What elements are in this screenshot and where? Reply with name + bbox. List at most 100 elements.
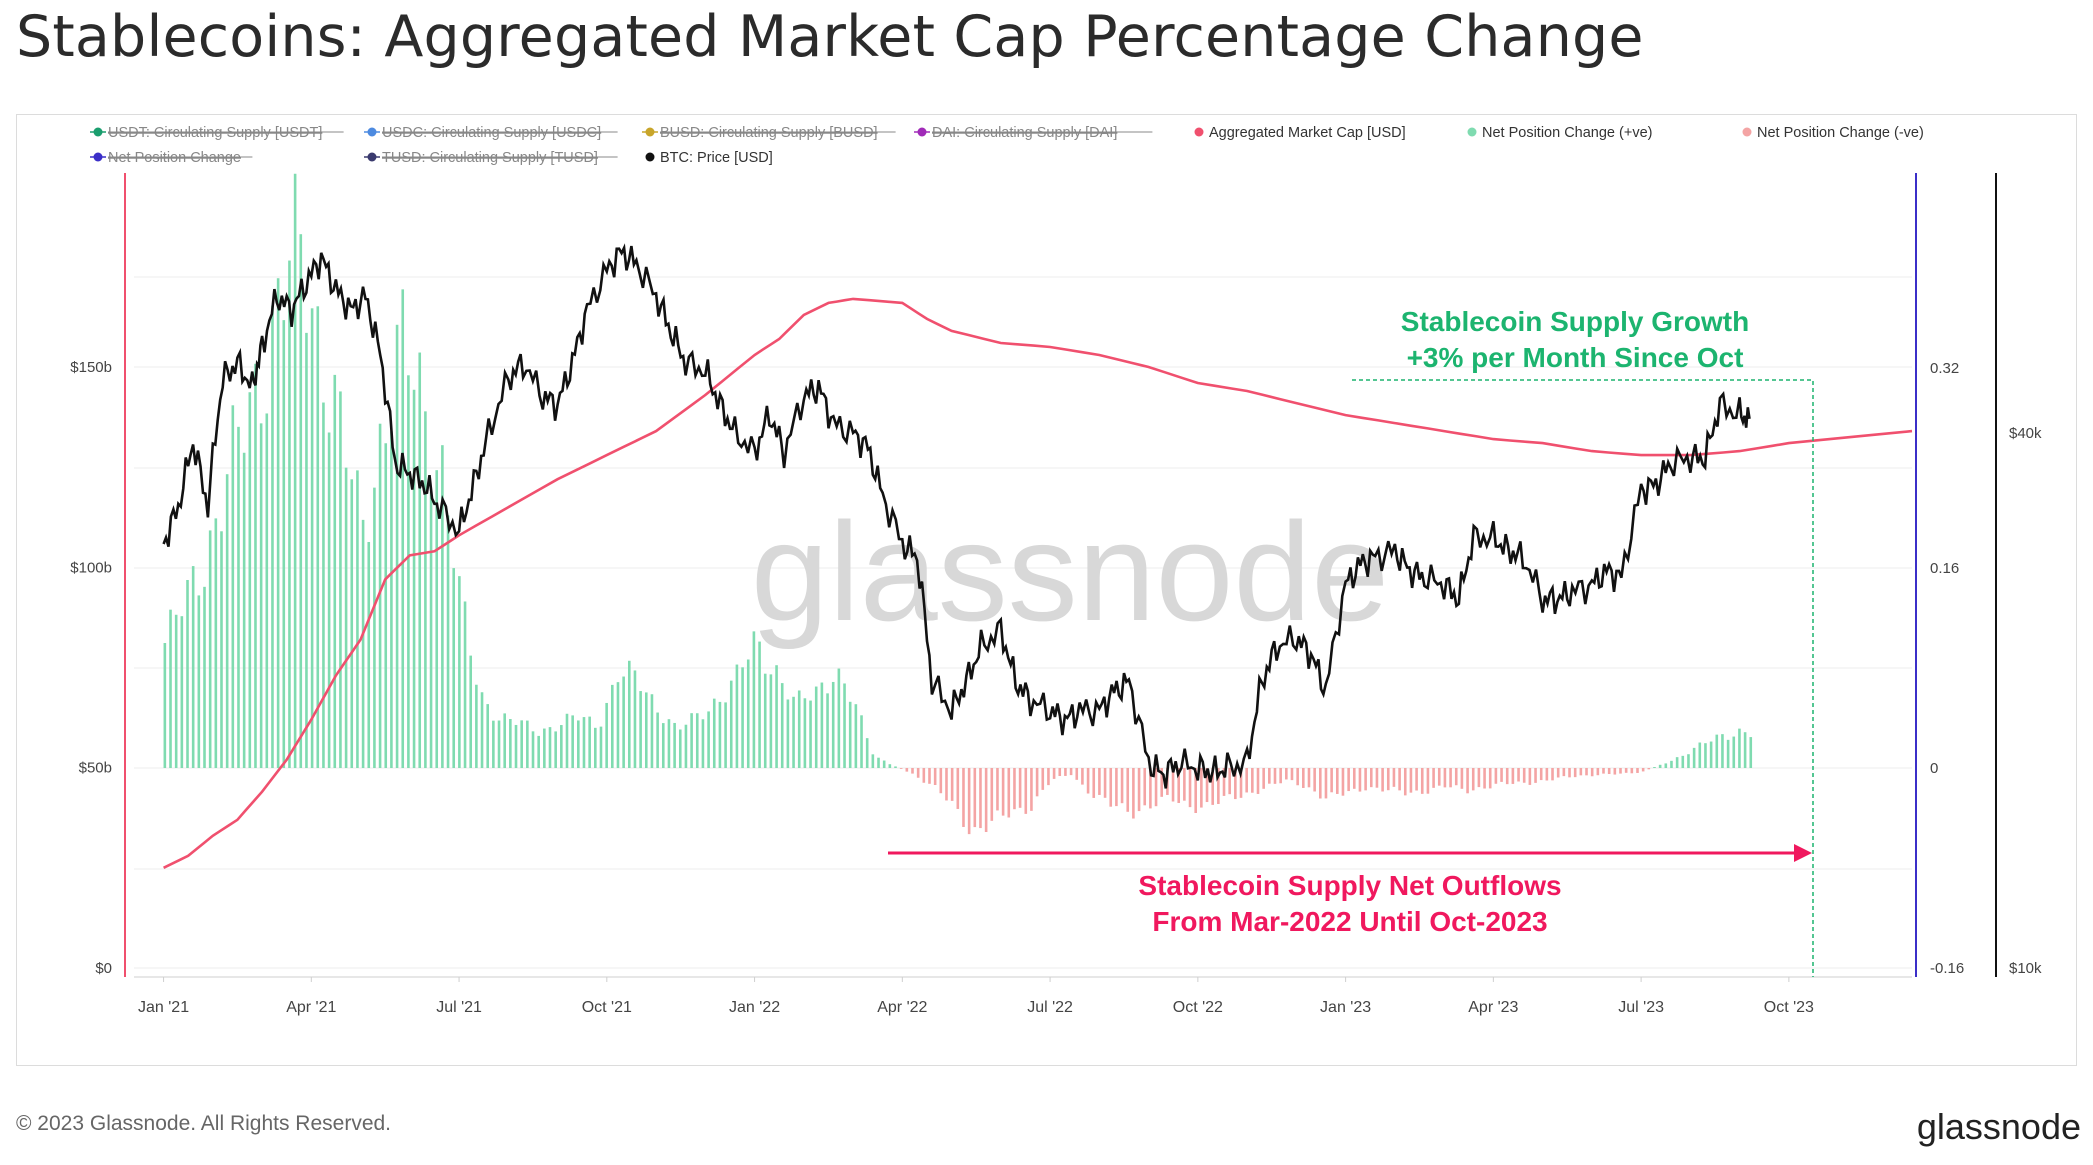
net-position-bar	[1313, 768, 1316, 792]
net-position-bar	[1641, 768, 1645, 772]
net-position-bar	[571, 715, 574, 768]
net-position-bar	[1369, 768, 1373, 788]
net-position-bar	[1670, 760, 1673, 768]
net-position-bar	[1183, 768, 1186, 801]
net-position-bar	[1568, 768, 1571, 778]
net-position-bar	[1556, 768, 1560, 778]
net-position-bar	[905, 768, 909, 772]
net-position-bar	[1109, 768, 1113, 807]
net-position-bar	[707, 711, 710, 768]
net-position-bar	[1041, 768, 1045, 790]
watermark: glassnode	[751, 493, 1389, 650]
btc-price-line	[162, 243, 1751, 789]
x-axis-tick-label: Oct '22	[1173, 999, 1223, 1016]
net-position-bar	[1732, 736, 1736, 768]
net-position-bar	[1738, 728, 1741, 768]
legend-item: Net Position Change (+ve)	[1467, 125, 1652, 141]
legend-item: TUSD: Circulating Supply [TUSD]	[364, 150, 618, 166]
net-position-bar	[1551, 768, 1554, 781]
net-position-bar	[1268, 768, 1271, 784]
net-position-bar	[996, 768, 999, 811]
annotation-growth-line1: Stablecoin Supply Growth	[1401, 306, 1749, 337]
net-position-bar	[599, 726, 603, 768]
net-position-bar	[565, 713, 569, 768]
net-position-bar	[1454, 768, 1458, 786]
net-position-bar	[695, 713, 699, 768]
net-position-bar	[1341, 768, 1345, 796]
right-change-axis-tick-label: 0.16	[1930, 560, 1959, 577]
net-position-bar	[390, 431, 393, 768]
net-position-bar	[373, 487, 376, 768]
net-position-bar	[1047, 768, 1050, 786]
net-position-bar	[741, 667, 744, 768]
net-position-bar	[1647, 768, 1651, 770]
net-position-bar	[1698, 742, 1702, 768]
net-position-bar	[276, 278, 280, 768]
net-position-bar	[526, 720, 529, 768]
net-position-bar	[1098, 768, 1101, 795]
net-position-bar	[480, 692, 484, 768]
net-position-bar	[1188, 768, 1192, 808]
legend-item: Net Position Change (-ve)	[1742, 125, 1924, 141]
net-position-bar	[418, 352, 422, 768]
net-position-bar	[254, 363, 257, 768]
net-position-bar	[1398, 768, 1401, 791]
annotation-growth-line2: +3% per Month Since Oct	[1407, 342, 1744, 373]
net-position-bar	[933, 768, 937, 786]
net-position-bar	[486, 704, 489, 768]
net-position-bar	[729, 680, 733, 768]
net-position-bar	[1324, 768, 1328, 799]
net-position-bar	[792, 696, 795, 768]
net-position-bar	[424, 411, 427, 768]
net-position-bar	[916, 768, 920, 778]
net-position-bar	[837, 668, 841, 768]
net-position-bar	[305, 332, 308, 768]
net-position-bar	[820, 682, 824, 768]
net-position-bar	[180, 616, 184, 768]
left-axis-tick-label: $0	[95, 960, 112, 977]
net-position-bar	[650, 694, 654, 768]
net-position-bar	[316, 306, 320, 768]
net-position-bar	[956, 768, 960, 809]
net-position-bar	[395, 324, 399, 768]
net-position-bar	[378, 423, 382, 768]
net-position-bar	[854, 704, 858, 768]
x-axis-tick-label: Jan '21	[138, 999, 189, 1016]
net-position-bar	[1205, 768, 1209, 803]
net-position-bar	[1607, 768, 1611, 775]
net-position-bar	[1545, 768, 1549, 781]
net-position-bar	[1120, 768, 1124, 804]
net-position-bar	[242, 452, 246, 768]
net-position-bar	[1630, 768, 1634, 774]
net-position-bar	[1154, 768, 1158, 807]
net-position-bar	[1064, 768, 1067, 776]
net-position-bar	[537, 735, 540, 768]
net-position-bar	[605, 702, 608, 768]
net-position-bar	[1381, 768, 1384, 792]
net-position-bar	[1426, 768, 1430, 794]
net-position-bar	[763, 673, 767, 768]
net-position-bar	[1443, 768, 1447, 788]
net-position-bar	[1562, 768, 1566, 777]
net-position-bar	[639, 691, 642, 768]
net-position-bar	[667, 719, 671, 768]
net-position-bar	[1285, 768, 1288, 780]
net-position-bar	[344, 467, 348, 768]
net-position-bar	[1211, 768, 1214, 805]
net-position-bar	[1375, 768, 1379, 788]
left-axis-tick-label: $100b	[70, 559, 112, 576]
net-position-bar	[1018, 768, 1022, 808]
net-position-bar	[554, 731, 557, 768]
net-position-bar	[339, 391, 342, 768]
net-position-bar	[769, 674, 773, 768]
net-position-bar	[197, 595, 201, 768]
net-position-bar	[831, 681, 835, 768]
net-position-bar	[678, 729, 682, 768]
net-position-bar	[191, 566, 195, 768]
net-position-bar	[1409, 768, 1413, 793]
net-position-bar	[1749, 737, 1753, 768]
net-position-bar	[1013, 768, 1016, 810]
net-position-bar	[1579, 768, 1583, 776]
net-position-bar	[582, 717, 586, 768]
net-position-bar	[1160, 768, 1164, 797]
